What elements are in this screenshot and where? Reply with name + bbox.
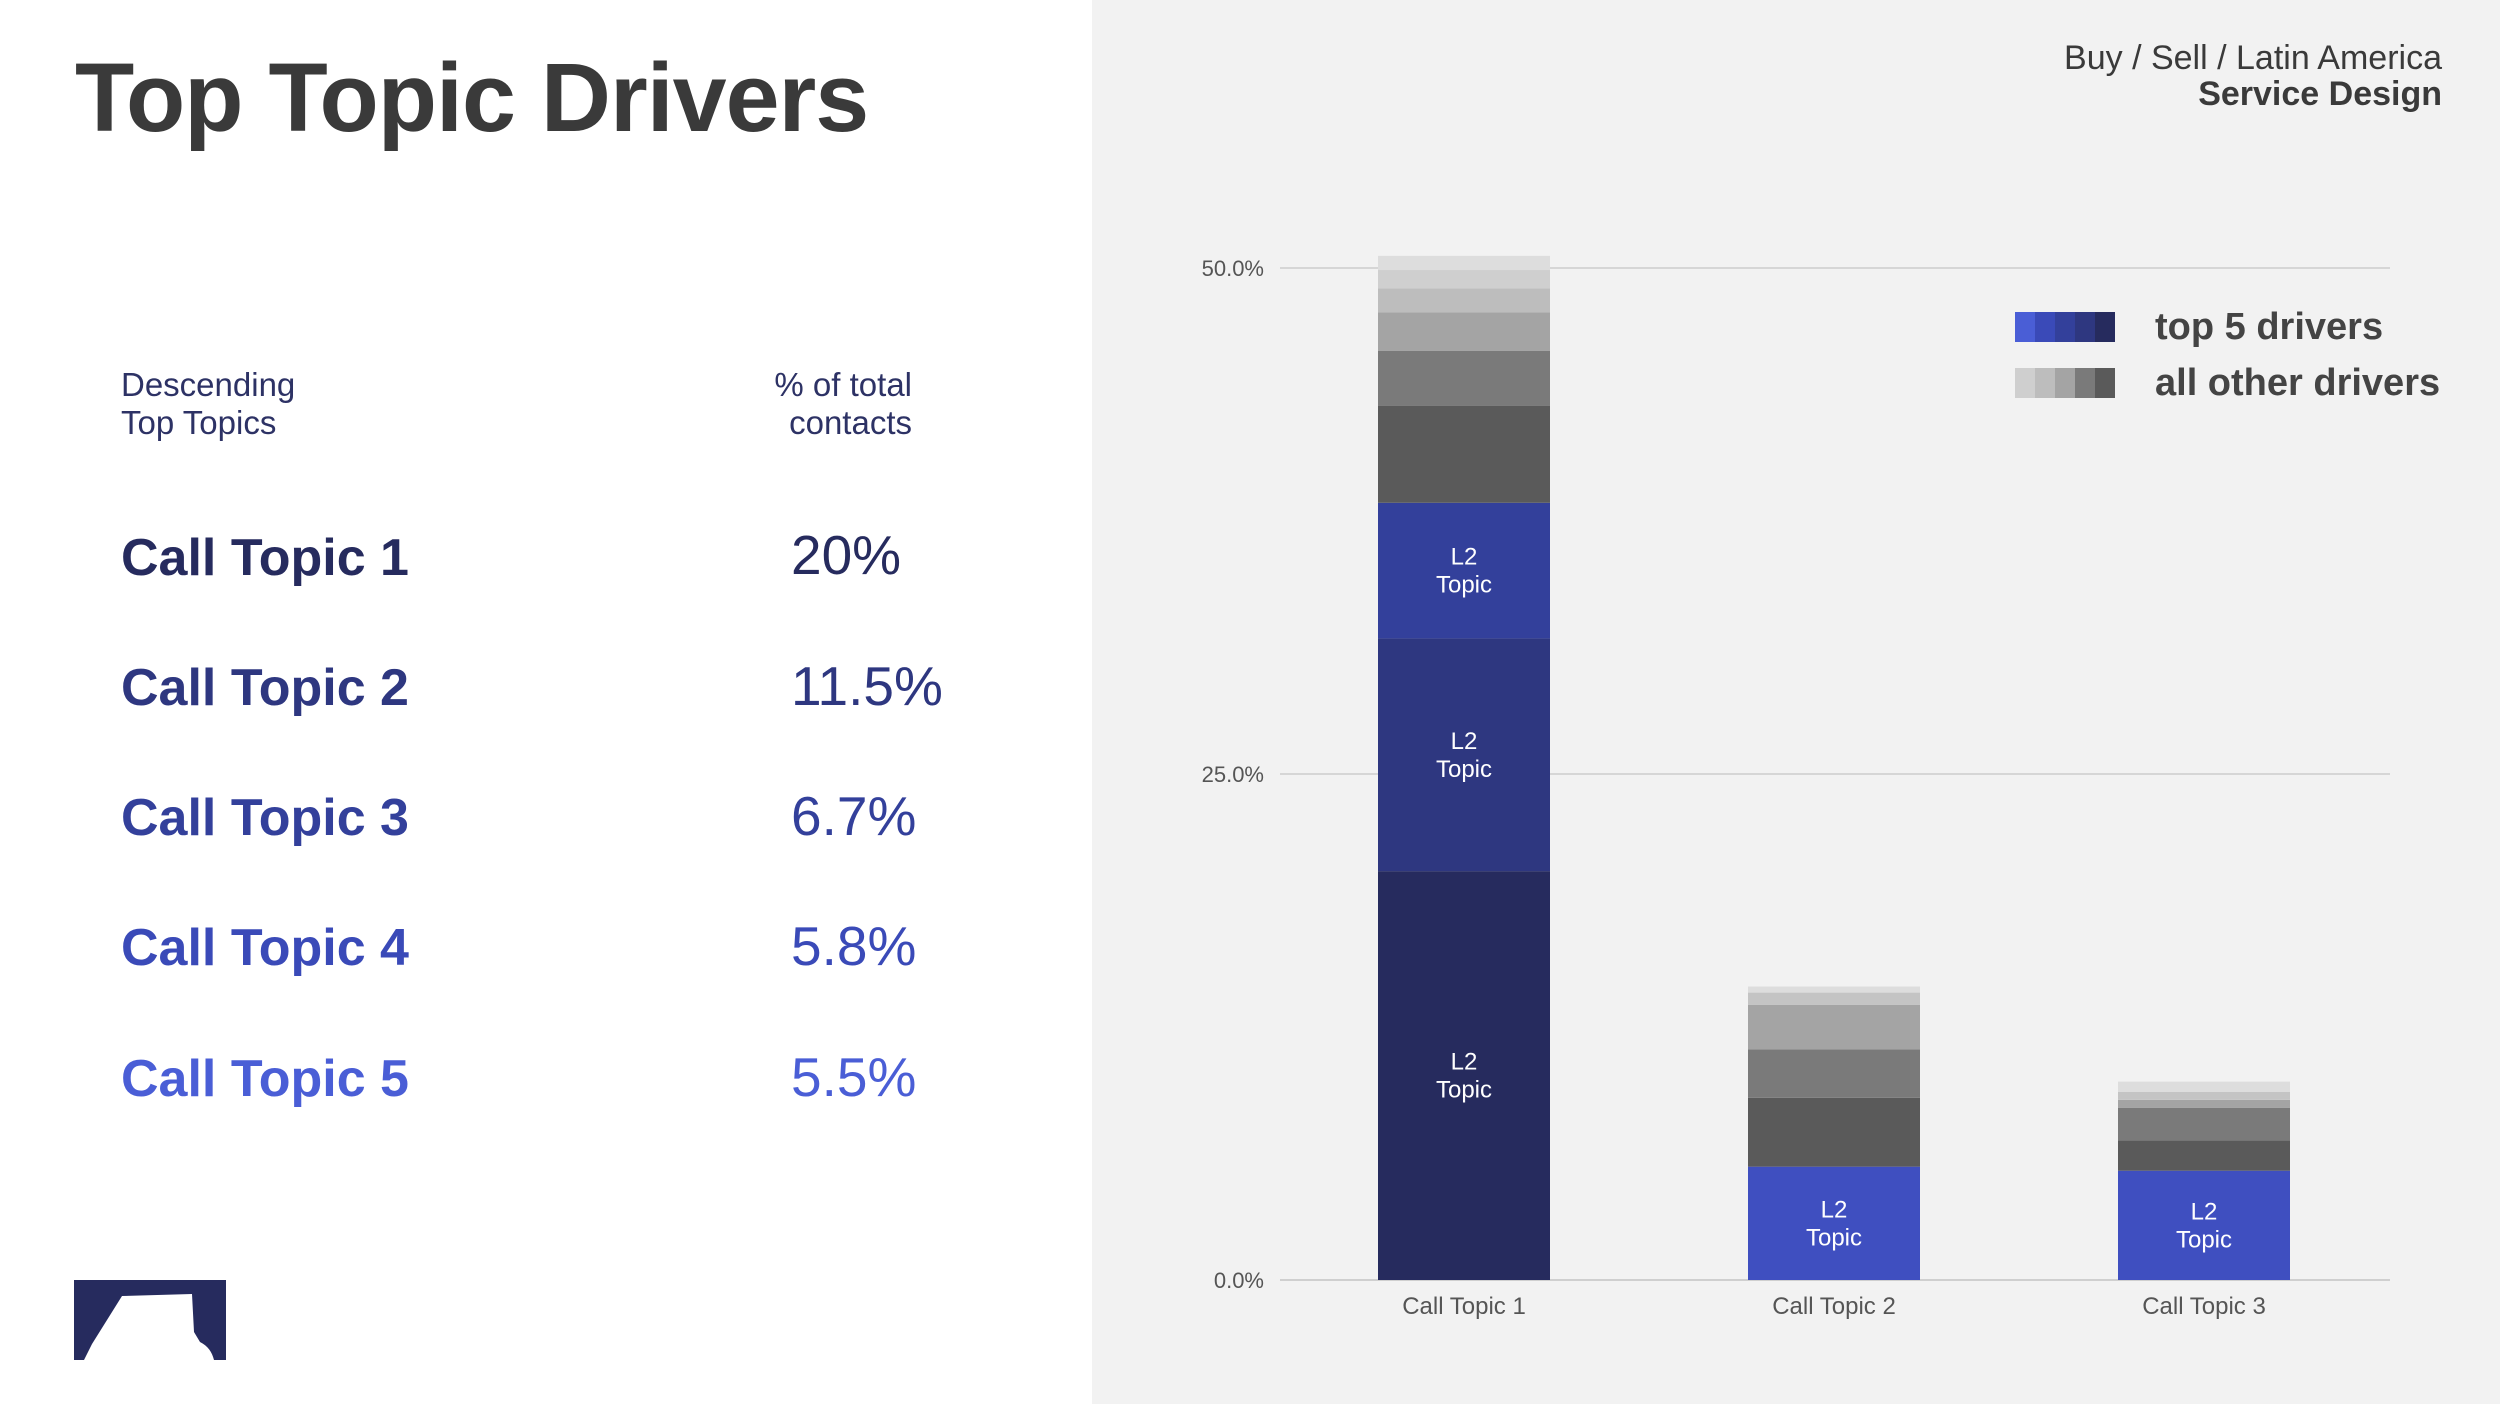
table-header-percent-line1: % of total (774, 366, 912, 403)
table-header-topics: Descending Top Topics (121, 366, 295, 442)
table-header-topics-line2: Top Topics (121, 404, 277, 441)
bar-segment (1378, 312, 1550, 351)
topic-value: 11.5% (791, 655, 943, 717)
legend-swatch-segment (2015, 312, 2035, 342)
topic-label: Call Topic 1 (121, 529, 409, 587)
left-panel (0, 0, 1092, 1404)
topic-label: Call Topic 3 (121, 789, 409, 847)
bar-segment (1378, 270, 1550, 289)
bar-segment (1748, 986, 1920, 993)
bar-segment (2118, 1099, 2290, 1108)
bar-segment-label: L2 Topic (1436, 1049, 1492, 1104)
legend-swatch-segment (2035, 312, 2055, 342)
legend-swatch-segment (2035, 368, 2055, 398)
bar-segment (1378, 638, 1550, 872)
topic-label: Call Topic 5 (121, 1050, 409, 1108)
subtitle-line1: Buy / Sell / Latin America (2064, 39, 2442, 77)
legend-swatch-segment (2015, 368, 2035, 398)
bar-segment (1748, 992, 1920, 1005)
legend-swatch-segment (2075, 312, 2095, 342)
bar-segment (1748, 1004, 1920, 1050)
legend-swatch-segment (2075, 368, 2095, 398)
legend-swatch-segment (2055, 368, 2075, 398)
bar-segment (1748, 1166, 1920, 1280)
table-header-topics-line1: Descending (121, 366, 296, 403)
y-tick-label: 0.0% (1214, 1268, 1264, 1293)
bar-segment-label: L2 Topic (1806, 1196, 1862, 1251)
x-tick-label: Call Topic 1 (1402, 1293, 1526, 1320)
subtitle-line2: Service Design (2198, 75, 2442, 113)
topic-value: 5.8% (791, 915, 917, 977)
legend-label-top: top 5 drivers (2155, 306, 2384, 348)
bar-segment (2118, 1081, 2290, 1092)
table-header-percent: % of total contacts (740, 366, 912, 442)
bar-segment (1378, 871, 1550, 1280)
topic-value: 5.5% (791, 1046, 917, 1108)
legend-swatch-segment (2095, 312, 2115, 342)
bar-segment (1378, 255, 1550, 271)
legend-swatch-segment (2095, 368, 2115, 398)
y-tick-label: 25.0% (1202, 762, 1264, 787)
bar-segment (2118, 1091, 2290, 1100)
bar-segment-label: L2 Topic (1436, 544, 1492, 599)
bar-segment (2118, 1170, 2290, 1280)
bar-segment (1378, 502, 1550, 639)
legend-swatch-other (2015, 368, 2115, 398)
bar-segment-label: L2 Topic (1436, 728, 1492, 783)
page-title: Top Topic Drivers (75, 43, 869, 152)
topic-value: 20% (791, 524, 902, 586)
bar-segment-label: L2 Topic (2176, 1198, 2232, 1253)
bar-segment (1378, 405, 1550, 503)
bar-segment (1748, 1049, 1920, 1098)
bar-segment (2118, 1140, 2290, 1171)
topic-label: Call Topic 2 (121, 659, 409, 717)
legend-swatch-segment (2055, 312, 2075, 342)
bar-segment (1378, 288, 1550, 313)
bar-segment (2118, 1107, 2290, 1141)
x-tick-label: Call Topic 3 (2142, 1293, 2266, 1320)
brand-logo-icon (74, 1280, 226, 1360)
table-header-percent-line2: contacts (789, 404, 912, 441)
legend-label-other: all other drivers (2155, 362, 2441, 404)
report-subtitle: Buy / Sell / Latin America Service Desig… (2064, 40, 2442, 112)
bar-segment (1378, 350, 1550, 406)
x-tick-label: Call Topic 2 (1772, 1293, 1896, 1320)
y-tick-label: 50.0% (1202, 256, 1264, 281)
legend-swatch-top (2015, 312, 2115, 342)
topic-label: Call Topic 4 (121, 919, 409, 977)
topic-value: 6.7% (791, 785, 917, 847)
bar-segment (1748, 1097, 1920, 1167)
